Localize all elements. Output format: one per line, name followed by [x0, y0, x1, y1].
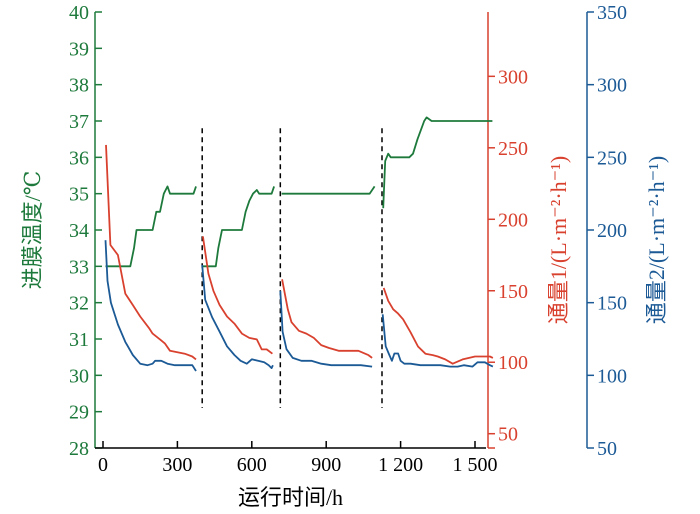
- series-line-right2: [279, 290, 373, 368]
- right2-axis-tick-label: 200: [597, 220, 627, 242]
- right2-axis-tick-label: 50: [597, 438, 617, 460]
- series-line-right2: [381, 314, 494, 368]
- x-axis-tick-label: 1 200: [378, 454, 423, 476]
- right2-axis-tick-label: 100: [597, 365, 627, 387]
- series-line-right1: [105, 144, 197, 361]
- left-axis-tick-label: 40: [69, 2, 89, 24]
- series-line-left: [105, 185, 197, 268]
- left-axis-tick-label: 36: [69, 147, 89, 169]
- left-axis-tick-label: 38: [69, 75, 89, 97]
- x-axis-tick-label: 300: [162, 454, 192, 476]
- right1-axis-tick-label: 100: [498, 352, 528, 374]
- right2-axis-tick-label: 250: [597, 147, 627, 169]
- left-axis-tick-label: 33: [69, 256, 89, 278]
- left-axis-tick-label: 28: [69, 438, 89, 460]
- left-axis-tick-label: 31: [69, 329, 89, 351]
- left-axis-tick-label: 32: [69, 293, 89, 315]
- right1-axis-tick-label: 250: [498, 138, 528, 160]
- right2-axis-tick-label: 300: [597, 75, 627, 97]
- left-axis-tick-label: 39: [69, 38, 89, 60]
- left-axis-tick-label: 29: [69, 402, 89, 424]
- left-axis-tick-label: 34: [69, 220, 89, 242]
- series-line-right1: [281, 279, 373, 359]
- left-axis-tick-label: 35: [69, 184, 89, 206]
- series-line-left: [281, 185, 376, 195]
- axes-layer: 28 29 30 31 32 33 34 35 36 37 38 39 40 进膜温度/℃ 50 100 150…: [20, 2, 669, 510]
- series-line-right1: [202, 236, 273, 355]
- left-axis-tick-label: 37: [69, 111, 89, 133]
- series-line-right1: [382, 287, 494, 365]
- right1-axis-label: 通量1/(L·m⁻²·h⁻¹): [546, 156, 571, 324]
- x-axis-tick-label: 600: [237, 454, 267, 476]
- series-line-left: [202, 186, 275, 268]
- x-axis-tick-label: 900: [311, 454, 341, 476]
- series-layer: [104, 116, 494, 372]
- left-axis-label: 进膜温度/℃: [20, 171, 45, 290]
- x-axis-label: 运行时间/h: [238, 485, 343, 510]
- right1-axis-tick-label: 200: [498, 209, 528, 231]
- x-axis-tick-label: 0: [98, 454, 108, 476]
- right1-axis-tick-label: 150: [498, 281, 528, 303]
- right2-axis-tick-label: 150: [597, 293, 627, 315]
- left-axis-tick-label: 30: [69, 365, 89, 387]
- series-line-right2: [201, 264, 274, 370]
- series-line-right2: [104, 240, 197, 372]
- right2-axis-label: 通量2/(L·m⁻²·h⁻¹): [644, 156, 669, 324]
- right1-axis-tick-label: 50: [498, 424, 518, 446]
- right2-axis-tick-label: 350: [597, 2, 627, 24]
- x-axis-tick-label: 1 500: [453, 454, 498, 476]
- series-line-left: [382, 116, 493, 209]
- right1-axis-tick-label: 300: [498, 66, 528, 88]
